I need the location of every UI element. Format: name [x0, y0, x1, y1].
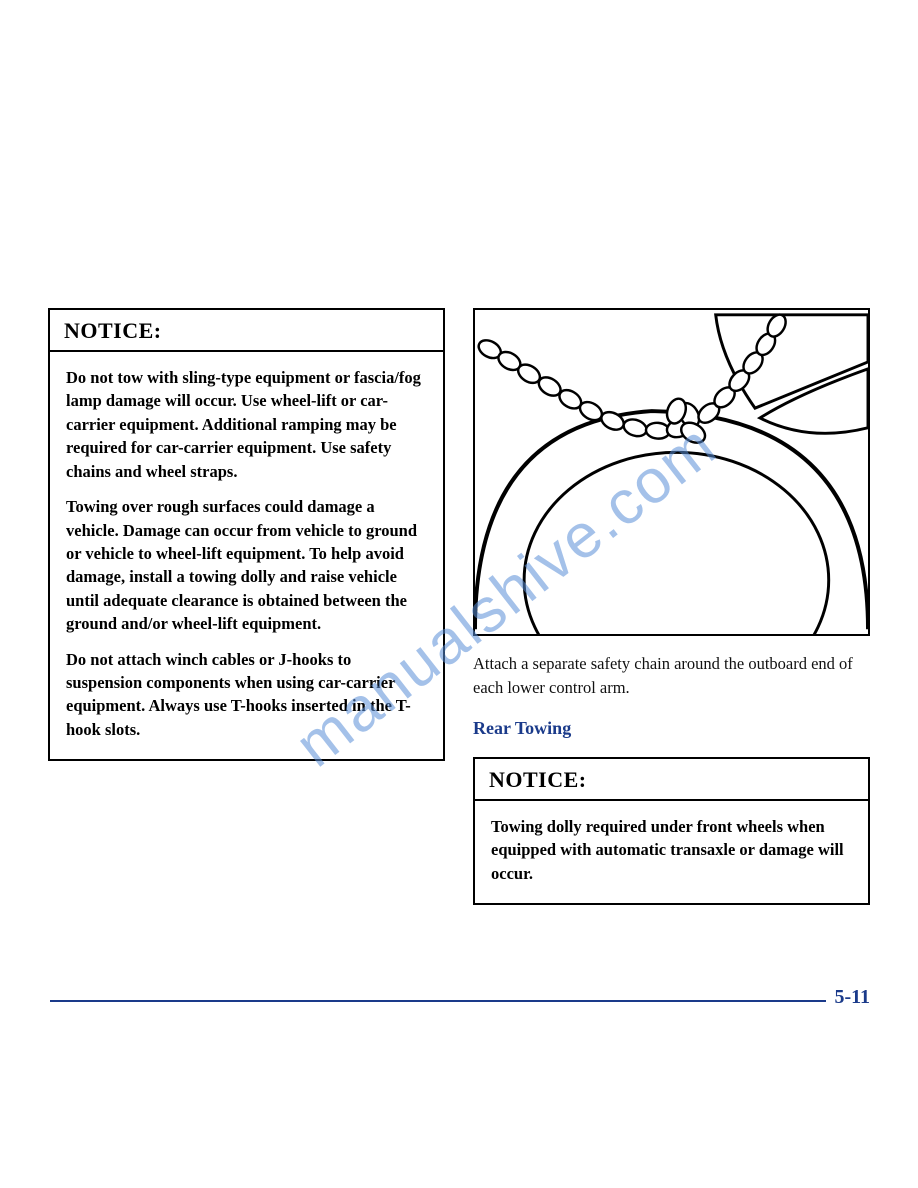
notice-paragraph: Towing over rough surfaces could damage … [66, 495, 427, 636]
notice-paragraph: Do not attach winch cables or J-hooks to… [66, 648, 427, 742]
notice-body: Towing dolly required under front wheels… [475, 801, 868, 903]
notice-paragraph: Towing dolly required under front wheels… [491, 815, 852, 885]
tire-chain-svg [475, 310, 868, 634]
notice-title: NOTICE: [64, 318, 429, 344]
right-column: Attach a separate safety chain around th… [473, 308, 870, 905]
notice-header: NOTICE: [475, 759, 868, 801]
notice-box-rear: NOTICE: Towing dolly required under fron… [473, 757, 870, 905]
chain-illustration [473, 308, 870, 636]
notice-title: NOTICE: [489, 767, 854, 793]
left-column: NOTICE: Do not tow with sling-type equip… [48, 308, 445, 905]
notice-body: Do not tow with sling-type equipment or … [50, 352, 443, 759]
rear-towing-heading: Rear Towing [473, 718, 870, 739]
notice-header: NOTICE: [50, 310, 443, 352]
notice-box-main: NOTICE: Do not tow with sling-type equip… [48, 308, 445, 761]
footer-rule [50, 1000, 868, 1002]
page-content: NOTICE: Do not tow with sling-type equip… [48, 308, 870, 905]
illustration-caption: Attach a separate safety chain around th… [473, 652, 870, 700]
notice-paragraph: Do not tow with sling-type equipment or … [66, 366, 427, 483]
page-number: 5-11 [826, 986, 870, 1009]
